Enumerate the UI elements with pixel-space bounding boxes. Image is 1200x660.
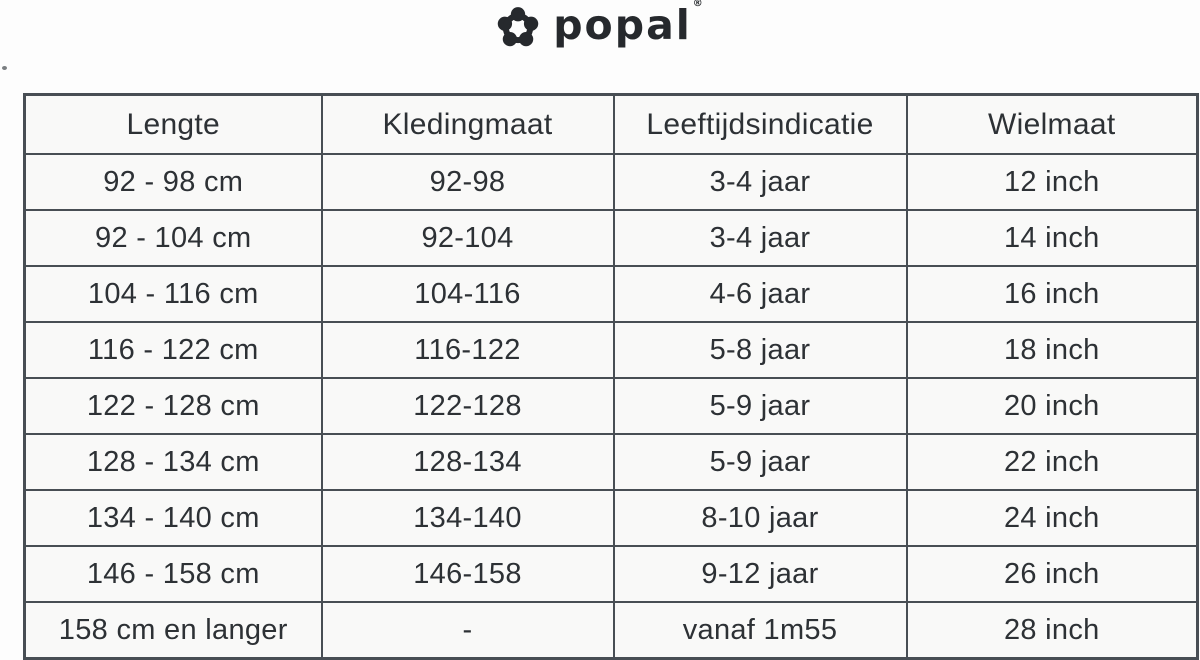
table-row: 92 - 98 cm 92-98 3-4 jaar 12 inch [23, 153, 1199, 211]
table-cell: 8-10 jaar [612, 489, 908, 547]
table-cell: 122 - 128 cm [23, 377, 323, 435]
table-cell: 122-128 [320, 377, 615, 435]
table-cell: 92 - 98 cm [23, 153, 323, 211]
table-cell: 4-6 jaar [612, 265, 908, 323]
table-row: 134 - 140 cm 134-140 8-10 jaar 24 inch [23, 489, 1199, 547]
table-cell: 92-104 [320, 209, 615, 267]
table-cell: 134-140 [320, 489, 615, 547]
table-cell: 128-134 [320, 433, 615, 491]
table-cell: 5-9 jaar [612, 433, 908, 491]
table-cell: 16 inch [905, 265, 1199, 323]
column-header: Kledingmaat [320, 93, 615, 155]
table-cell: 9-12 jaar [612, 545, 908, 603]
table-cell: 92-98 [320, 153, 615, 211]
table-row: 116 - 122 cm 116-122 5-8 jaar 18 inch [23, 321, 1199, 379]
table-cell: 104-116 [320, 265, 615, 323]
table-cell: 28 inch [905, 601, 1199, 660]
table-cell: 5-8 jaar [612, 321, 908, 379]
table-row: 104 - 116 cm 104-116 4-6 jaar 16 inch [23, 265, 1199, 323]
table-cell: 128 - 134 cm [23, 433, 323, 491]
table-cell: 14 inch [905, 209, 1199, 267]
table-cell: 12 inch [905, 153, 1199, 211]
popal-flower-icon [497, 7, 539, 47]
size-chart-table: Lengte Kledingmaat Leeftijdsindicatie Wielm… [23, 93, 1199, 660]
table-cell: 158 cm en langer [23, 601, 323, 660]
table-cell: 18 inch [905, 321, 1199, 379]
column-header: Leeftijdsindicatie [612, 93, 908, 155]
brand-logo: popal® [0, 0, 1200, 56]
table-cell: 20 inch [905, 377, 1199, 435]
table-cell: 24 inch [905, 489, 1199, 547]
table-cell: - [320, 601, 615, 660]
table-row: 158 cm en langer - vanaf 1m55 28 inch [23, 601, 1199, 660]
column-header: Lengte [23, 93, 323, 155]
table-cell: 104 - 116 cm [23, 265, 323, 323]
brand-name: popal® [553, 0, 704, 46]
table-cell: vanaf 1m55 [612, 601, 908, 660]
table-cell: 92 - 104 cm [23, 209, 323, 267]
table-cell: 5-9 jaar [612, 377, 908, 435]
table-row: 146 - 158 cm 146-158 9-12 jaar 26 inch [23, 545, 1199, 603]
screenshot-artifact-dot [2, 66, 7, 70]
header-row: Lengte Kledingmaat Leeftijdsindicatie Wielm… [23, 93, 1199, 155]
table-row: 128 - 134 cm 128-134 5-9 jaar 22 inch [23, 433, 1199, 491]
trademark-mark: ® [692, 0, 705, 9]
table-cell: 146 - 158 cm [23, 545, 323, 603]
table-row: 122 - 128 cm 122-128 5-9 jaar 20 inch [23, 377, 1199, 435]
table-cell: 116-122 [320, 321, 615, 379]
brand-name-text: popal [553, 0, 692, 49]
table-cell: 26 inch [905, 545, 1199, 603]
table-cell: 146-158 [320, 545, 615, 603]
column-header: Wielmaat [905, 93, 1199, 155]
table-cell: 22 inch [905, 433, 1199, 491]
table-cell: 3-4 jaar [612, 153, 908, 211]
table-cell: 134 - 140 cm [23, 489, 323, 547]
table-cell: 116 - 122 cm [23, 321, 323, 379]
table-row: 92 - 104 cm 92-104 3-4 jaar 14 inch [23, 209, 1199, 267]
table-cell: 3-4 jaar [612, 209, 908, 267]
